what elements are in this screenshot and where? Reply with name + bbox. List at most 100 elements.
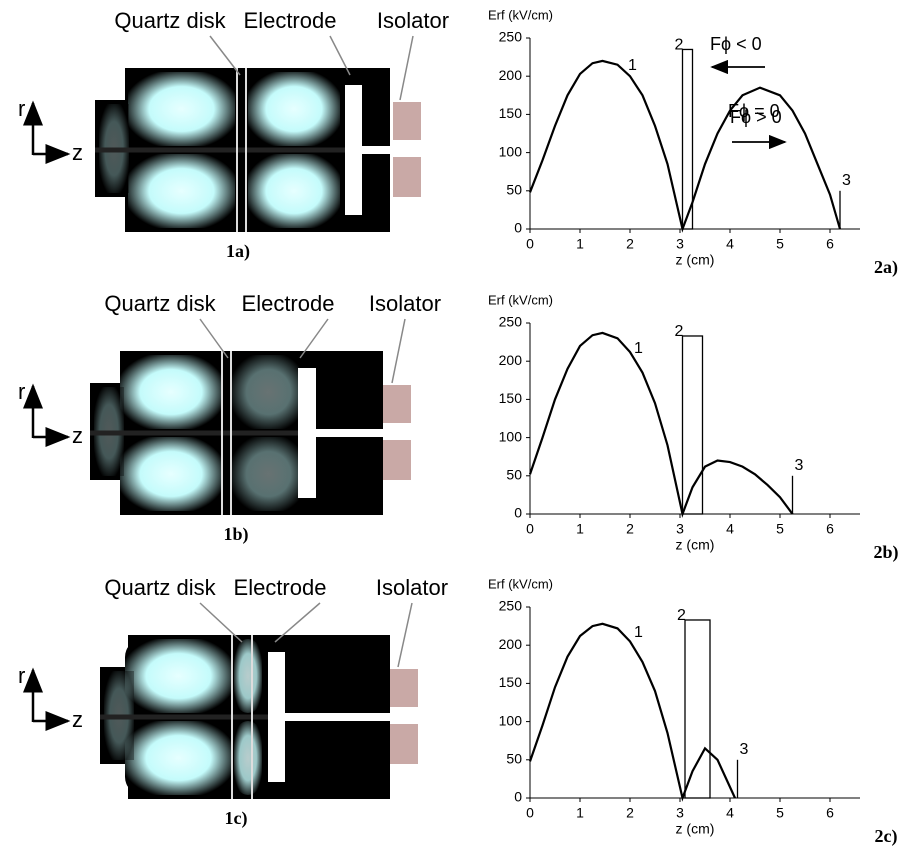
leader-line: [397, 602, 413, 668]
isolator: [390, 669, 418, 707]
y-tick-label: 150: [499, 674, 523, 690]
panel-label: 2c): [875, 826, 898, 847]
electrode-stem: [285, 713, 392, 721]
component-label: Electrode: [244, 8, 337, 33]
field-glow: [120, 355, 222, 429]
y-tick-label: 200: [499, 636, 523, 652]
panel-label: 1a): [226, 241, 250, 262]
force-annotation: Fϕ = 0: [728, 101, 780, 121]
field-glow: [232, 355, 305, 429]
y-tick-label: 100: [499, 712, 523, 728]
x-tick-label: 1: [576, 805, 584, 821]
y-tick-label: 150: [499, 390, 523, 406]
x-tick-label: 4: [726, 521, 734, 537]
isolator: [383, 440, 411, 480]
x-tick-label: 0: [526, 805, 534, 821]
y-tick-label: 50: [506, 182, 522, 198]
r-label: r: [18, 663, 25, 688]
field-glow: [234, 721, 262, 795]
field-glow: [234, 639, 262, 713]
y-axis-label: Erf (kV/cm): [488, 292, 553, 307]
component-label: Quartz disk: [104, 575, 216, 600]
panel-label: 2b): [873, 542, 898, 563]
disk-marker: [681, 335, 704, 515]
component-label: Electrode: [234, 575, 327, 600]
x-tick-label: 2: [626, 236, 634, 252]
electrode: [298, 368, 316, 498]
field-glow: [128, 154, 235, 228]
leader-line: [329, 35, 351, 76]
x-tick-label: 0: [526, 521, 534, 537]
isolator-label: 3: [842, 172, 851, 189]
electrode: [268, 652, 285, 782]
disk-label: 2: [675, 37, 684, 54]
x-tick-label: 1: [576, 521, 584, 537]
z-label: z: [72, 140, 83, 165]
leader-line: [199, 318, 229, 359]
disk-label: 2: [675, 323, 684, 340]
component-label: Quartz disk: [114, 8, 226, 33]
field-curve: [528, 622, 737, 802]
x-axis-label: z (cm): [676, 821, 715, 837]
x-tick-label: 4: [726, 805, 734, 821]
y-tick-label: 50: [506, 751, 522, 767]
component-label: Isolator: [377, 8, 449, 33]
curve-label: 1: [628, 57, 637, 74]
x-tick-label: 5: [776, 521, 784, 537]
isolator: [393, 157, 421, 197]
field-curve: [528, 59, 842, 233]
y-tick-label: 200: [499, 67, 523, 83]
field-glow: [125, 721, 232, 795]
x-tick-label: 1: [576, 236, 584, 252]
electrode-stem: [362, 146, 395, 154]
y-tick-label: 250: [499, 598, 523, 614]
y-tick-label: 0: [514, 789, 522, 805]
component-label: Quartz disk: [104, 291, 216, 316]
leader-line: [209, 35, 241, 76]
y-tick-label: 0: [514, 505, 522, 521]
isolator: [393, 102, 421, 140]
leader-line: [274, 602, 321, 643]
field-glow: [248, 72, 340, 146]
x-tick-label: 3: [676, 521, 684, 537]
y-tick-label: 100: [499, 143, 523, 159]
leader-line: [399, 35, 414, 101]
leader-line: [299, 318, 329, 359]
isolator: [390, 724, 418, 764]
x-tick-label: 4: [726, 236, 734, 252]
x-tick-label: 3: [676, 236, 684, 252]
y-axis-label: Erf (kV/cm): [488, 7, 553, 22]
x-tick-label: 6: [826, 236, 834, 252]
x-tick-label: 2: [626, 805, 634, 821]
field-glow: [232, 437, 305, 511]
y-tick-label: 0: [514, 220, 522, 236]
field-curve: [528, 331, 794, 518]
field-glow: [120, 437, 222, 511]
x-tick-label: 6: [826, 805, 834, 821]
leader-line: [391, 318, 406, 384]
x-tick-label: 2: [626, 521, 634, 537]
y-tick-label: 50: [506, 467, 522, 483]
z-label: z: [72, 707, 83, 732]
curve-label: 1: [634, 340, 643, 357]
x-tick-label: 6: [826, 521, 834, 537]
panel-label: 2a): [874, 257, 898, 278]
x-tick-label: 5: [776, 236, 784, 252]
z-label: z: [72, 423, 83, 448]
x-axis-label: z (cm): [676, 537, 715, 553]
y-tick-label: 250: [499, 314, 523, 330]
field-glow: [248, 154, 340, 228]
electrode-stem: [316, 429, 385, 437]
electrode: [345, 85, 362, 215]
isolator-label: 3: [795, 457, 804, 474]
y-tick-label: 100: [499, 428, 523, 444]
field-glow: [125, 639, 232, 713]
y-tick-label: 250: [499, 29, 523, 45]
panel-label: 1b): [223, 524, 248, 545]
component-label: Isolator: [369, 291, 441, 316]
r-label: r: [18, 379, 25, 404]
component-label: Isolator: [376, 575, 448, 600]
force-annotation: Fϕ > 0: [730, 107, 782, 127]
field-glow: [128, 72, 235, 146]
